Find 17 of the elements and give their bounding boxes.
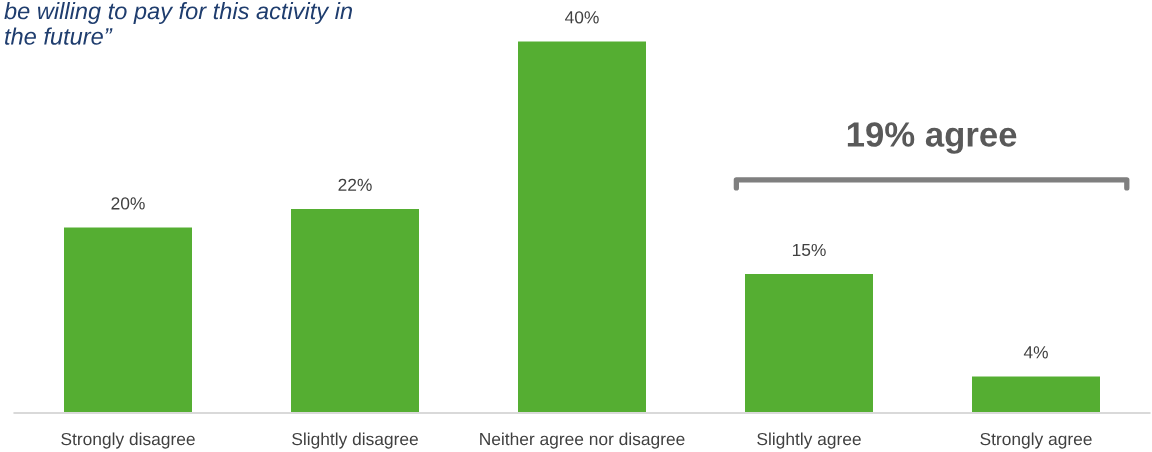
bar — [970, 375, 1102, 413]
x-tick-label: Slightly agree — [757, 432, 861, 449]
data-label: 22% — [338, 178, 372, 191]
annotation: 19% agree — [847, 122, 1017, 154]
data-label: 15% — [792, 243, 826, 257]
x-tick-label: Strongly disagree — [61, 432, 195, 449]
data-label: 4% — [1023, 346, 1048, 359]
bar — [743, 272, 875, 413]
bar — [289, 207, 421, 413]
x-tick-label: Neither agree nor disagree — [480, 432, 685, 449]
x-tick-label: Strongly agree — [980, 432, 1092, 449]
bar — [62, 226, 194, 413]
data-label: 20% — [111, 197, 145, 210]
chart-title: be willing to pay for this activity in the future” — [4, 2, 352, 45]
bar — [516, 40, 648, 413]
x-tick-label: Slightly disagree — [292, 432, 418, 449]
data-label: 40% — [565, 11, 599, 24]
